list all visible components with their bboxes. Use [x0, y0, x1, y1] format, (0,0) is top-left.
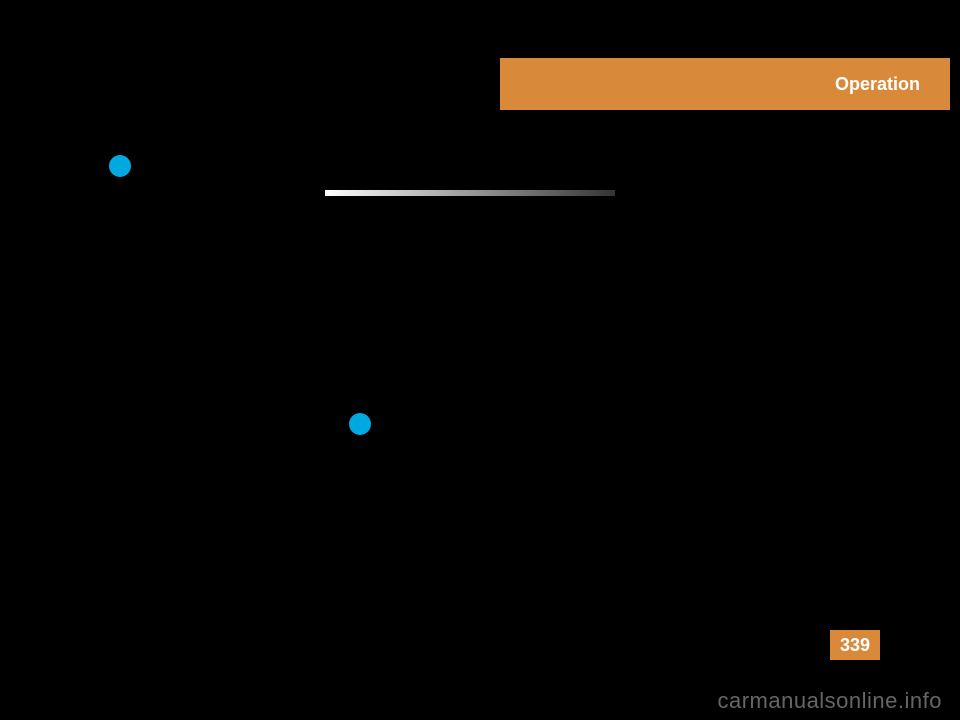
header-block: Operation: [500, 58, 950, 110]
bullet-icon: [349, 413, 371, 435]
header-text: Operation: [835, 74, 920, 95]
watermark-text: carmanualsonline.info: [717, 688, 942, 714]
page-number: 339: [840, 635, 870, 656]
bullet-icon: [109, 155, 131, 177]
gradient-separator: [325, 190, 615, 196]
page-number-block: 339: [830, 630, 880, 660]
